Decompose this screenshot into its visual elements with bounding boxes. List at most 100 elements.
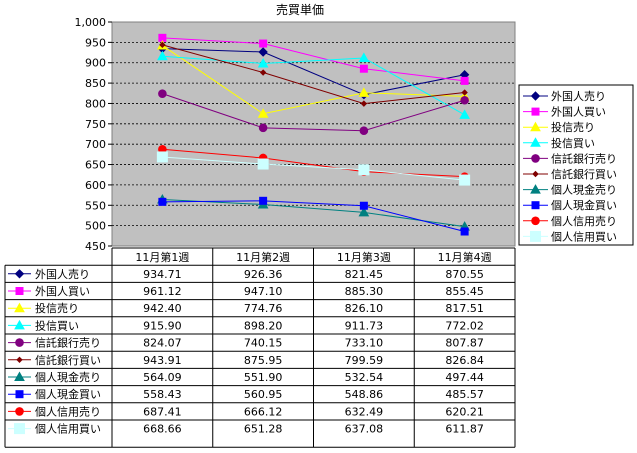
table-cell: 826.10: [345, 302, 384, 315]
table-legend-marker: [14, 269, 25, 279]
table-cell: 558.43: [143, 388, 182, 401]
table-cell: 799.59: [345, 354, 384, 367]
data-point: [258, 123, 268, 133]
table-cell: 817.51: [445, 302, 484, 315]
y-tick-label: 850: [85, 77, 106, 90]
table-legend-marker: [16, 356, 23, 364]
series-7: [158, 196, 469, 236]
data-point: [460, 95, 469, 105]
legend-label: 個人現金売り: [551, 183, 617, 197]
data-point: [460, 76, 469, 85]
table-cell: 807.87: [445, 337, 484, 350]
table-cell: 733.10: [345, 337, 384, 350]
table-cell: 666.12: [244, 405, 283, 418]
legend-label: 投信買い: [551, 136, 595, 150]
data-point: [358, 164, 370, 176]
legend-marker: [530, 91, 541, 101]
table-cell: 740.15: [244, 337, 283, 350]
table-legend-marker: [14, 423, 25, 435]
table-cell: 826.84: [445, 354, 484, 367]
data-point: [259, 196, 268, 205]
series-line: [162, 156, 465, 181]
plot-area: [111, 21, 516, 247]
series-line: [162, 200, 465, 232]
table-cell: 885.30: [345, 285, 384, 298]
data-point: [158, 197, 167, 206]
table-cell: 687.41: [143, 405, 182, 418]
data-point: [358, 206, 370, 217]
legend-marker: [532, 170, 539, 178]
data-point: [359, 64, 368, 73]
table-cell: 485.57: [445, 388, 484, 401]
table-row-label: 外国人買い: [35, 285, 90, 298]
table-cell: 821.45: [345, 268, 384, 281]
y-tick-label: 900: [85, 57, 106, 70]
series-5: [159, 41, 468, 107]
table-cell: 548.86: [345, 388, 384, 401]
data-point: [459, 174, 471, 186]
legend-label: 個人信用売り: [551, 215, 617, 228]
table-cell: 532.54: [345, 371, 384, 384]
table-cell: 497.44: [445, 371, 484, 384]
data-point: [257, 108, 269, 118]
y-tick-label: 700: [85, 138, 106, 151]
table-cell: 668.66: [143, 423, 182, 436]
table-row-label: 個人信用買い: [35, 423, 101, 436]
table-legend-marker: [15, 287, 24, 295]
table-cell: 855.45: [445, 285, 484, 298]
series-line: [162, 44, 465, 105]
data-point: [358, 52, 370, 62]
table-cell: 961.12: [143, 285, 182, 298]
y-tick-label: 1,000: [75, 16, 107, 29]
legend-marker: [530, 184, 541, 194]
series-line: [162, 148, 465, 178]
data-point: [259, 69, 267, 76]
data-point: [460, 227, 469, 236]
series-line: [162, 37, 465, 82]
table-row-label: 個人現金買い: [35, 387, 101, 401]
data-point: [359, 201, 368, 210]
y-tick-label: 800: [85, 97, 106, 110]
data-point: [461, 89, 468, 96]
table-cell: 560.95: [244, 388, 283, 401]
series-line: [162, 55, 465, 116]
legend-label: 投信売り: [551, 120, 595, 134]
series-9: [156, 151, 471, 186]
legend-marker: [530, 230, 541, 242]
table-cell: 824.07: [143, 337, 182, 350]
data-point: [157, 50, 168, 61]
series-4: [158, 89, 469, 136]
data-point: [358, 87, 370, 97]
chart-title: 売買単価: [276, 2, 324, 17]
series-line: [162, 93, 465, 132]
y-tick-label: 600: [85, 179, 106, 192]
table-header: 11月第2週: [236, 250, 290, 264]
data-point: [159, 41, 166, 49]
table-legend-marker: [14, 302, 25, 313]
y-tick-label: 650: [85, 159, 106, 172]
table-cell: 564.09: [143, 371, 182, 384]
series-line: [162, 48, 465, 96]
legend: 外国人売り外国人買い投信売り投信買い信託銀行売り信託銀行買い個人現金売り個人現金…: [518, 84, 634, 246]
legend-marker: [531, 216, 540, 226]
table-cell: 942.40: [143, 302, 182, 315]
table-cell: 947.10: [244, 285, 283, 298]
table-row-label: 個人信用売り: [35, 405, 101, 418]
data-point: [257, 57, 269, 68]
series-1: [158, 33, 469, 85]
table-legend-marker: [14, 319, 25, 330]
legend-marker: [531, 107, 540, 116]
data-point: [258, 47, 268, 57]
series-3: [157, 50, 470, 119]
table-legend-marker: [15, 390, 24, 399]
table-cell: 943.91: [143, 354, 182, 367]
table-cell: 875.95: [244, 354, 283, 367]
y-tick-label: 950: [85, 36, 106, 49]
table-cell: 632.49: [345, 405, 384, 418]
table-legend-marker: [15, 338, 24, 347]
legend-marker: [531, 154, 540, 163]
legend-marker: [530, 121, 541, 132]
table-cell: 620.21: [445, 405, 484, 418]
